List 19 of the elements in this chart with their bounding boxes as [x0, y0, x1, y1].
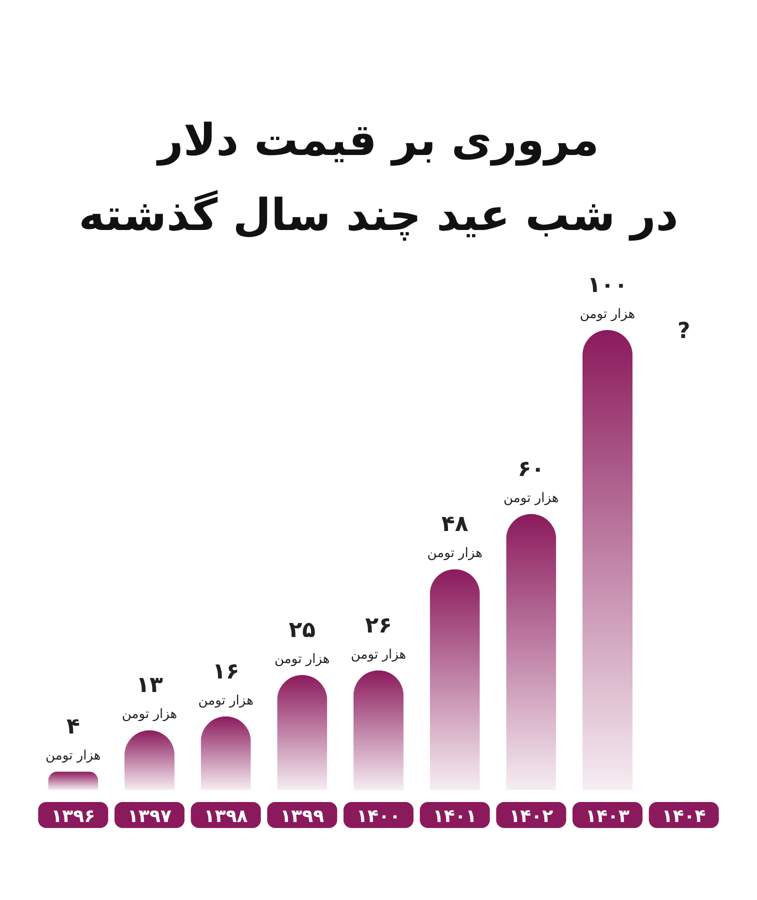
data-label: ۴ هزار تومن [46, 714, 101, 764]
x-tick-label: ۱۳۹۷ [128, 806, 172, 827]
x-tick-label: ۱۴۰۳ [586, 806, 630, 827]
data-label: ۱۳ هزار تومن [122, 673, 178, 722]
x-tick-label: ۱۳۹۸ [204, 806, 248, 827]
data-label: ۲۵ هزار تومن [274, 618, 330, 667]
data-label: ۱۰۰ هزار تومن [580, 273, 636, 322]
x-tick-label: ۱۴۰۴ [662, 806, 706, 827]
x-tick-label: ۱۴۰۰ [356, 806, 400, 827]
chart-title: مروری بر قیمت دلار در شب عید چند سال گذشته [78, 115, 678, 241]
data-label: ۲۶ هزار تومن [350, 613, 406, 662]
x-tick-label: ۱۳۹۶ [51, 806, 96, 827]
x-tick-label: ۱۳۹۹ [280, 806, 324, 827]
x-tick-label: ۱۴۰۱ [432, 806, 477, 827]
text: ? [677, 319, 690, 344]
data-label: ۶۰ هزار تومن [504, 457, 559, 506]
data-label: ۱۶ هزار تومن [198, 659, 254, 708]
x-tick-label: ۱۴۰۲ [509, 806, 554, 827]
data-label: ۴۸ هزار تومن [427, 512, 483, 562]
